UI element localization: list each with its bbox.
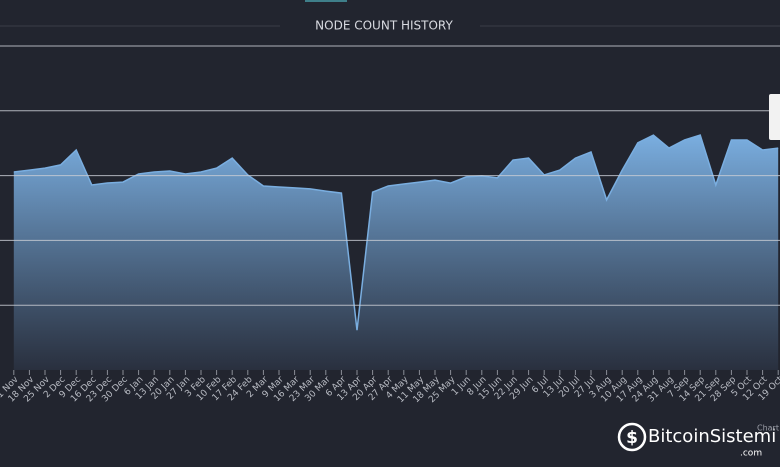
watermark-logo-mark: $ <box>626 428 638 448</box>
watermark-name: BitcoinSistemi <box>648 426 776 447</box>
tooltip <box>769 94 780 140</box>
area <box>13 135 779 370</box>
area-line <box>13 134 779 331</box>
watermark-domain: .com <box>740 449 762 459</box>
credit: Chart <box>757 424 779 433</box>
top-tab <box>305 0 347 2</box>
chart-title: NODE COUNT HISTORY <box>315 19 453 33</box>
watermark-logo <box>617 422 647 452</box>
watermark: $ BitcoinSistemi .com <box>617 422 776 459</box>
